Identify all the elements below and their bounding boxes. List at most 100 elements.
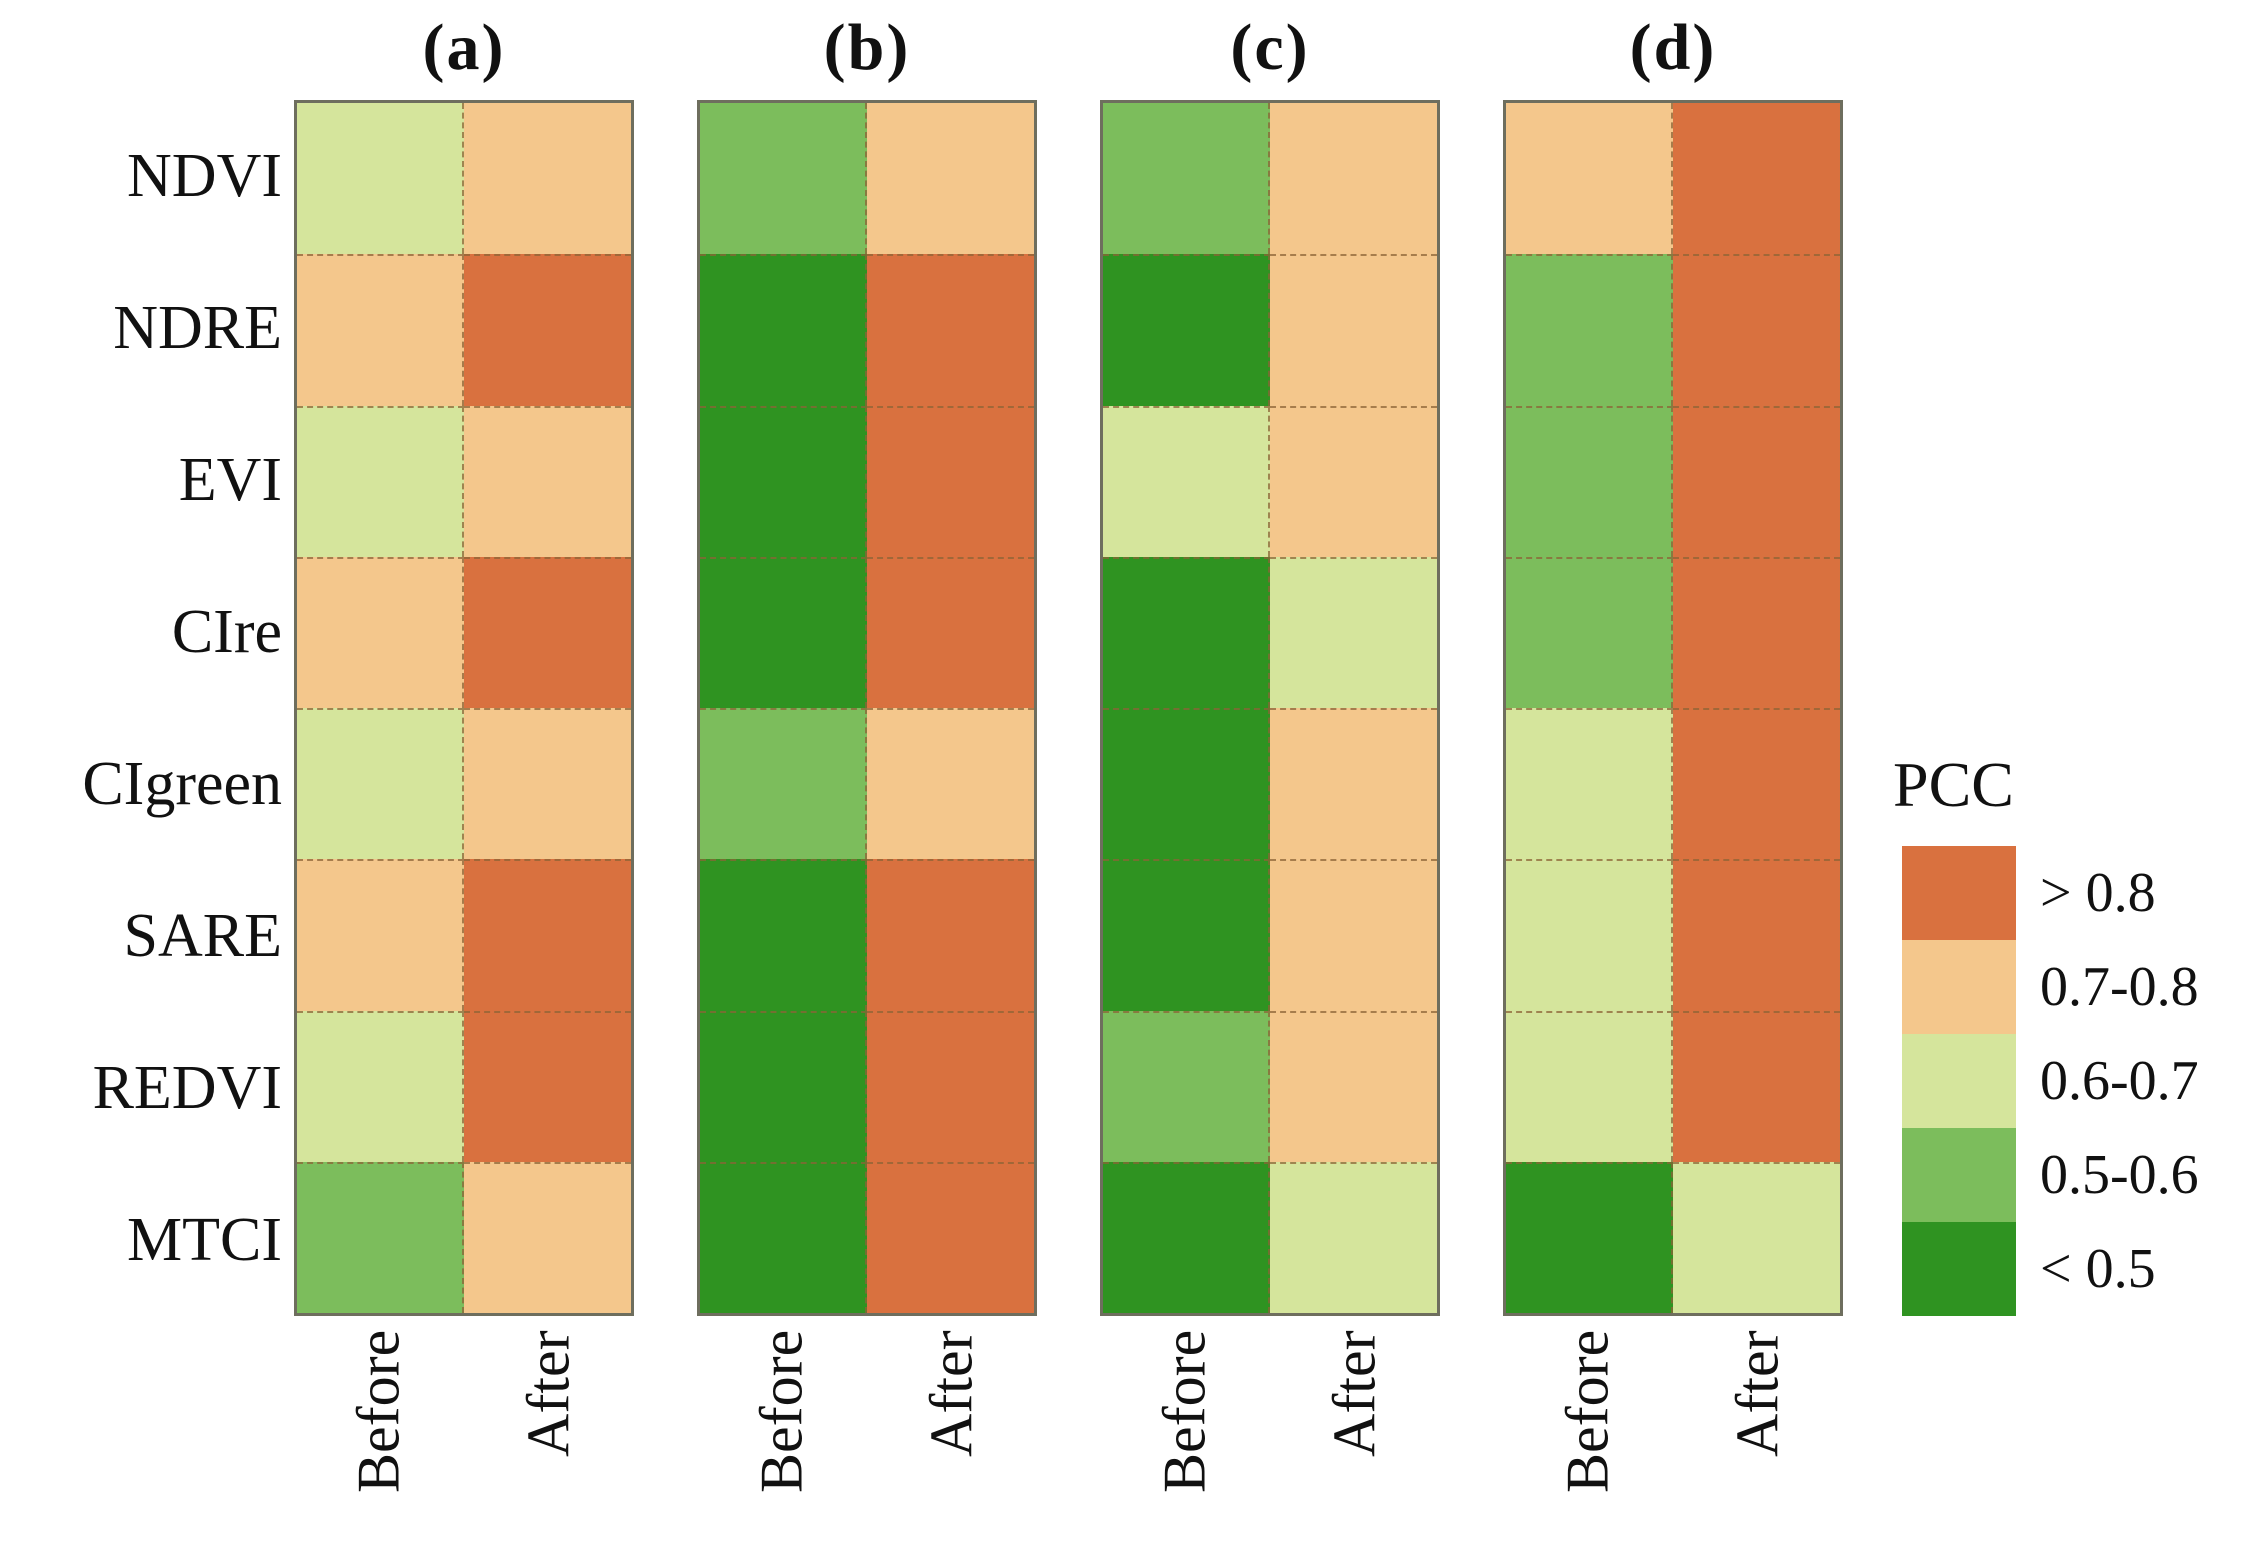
heatmap-cell <box>867 405 1034 557</box>
heatmap-panel-d <box>1503 100 1843 1316</box>
legend-colorbar <box>1902 846 2016 1316</box>
heatmap-cell <box>1506 1010 1673 1162</box>
heatmap-cell <box>1103 859 1270 1011</box>
heatmap-cell <box>1270 859 1437 1011</box>
legend-swatch <box>1902 940 2016 1034</box>
heatmap-cell <box>1270 1010 1437 1162</box>
legend-label: 0.7-0.8 <box>2040 956 2199 1018</box>
heatmap-cell <box>297 254 464 406</box>
heatmap-cell <box>464 103 631 255</box>
y-axis-label-cigreen: CIgreen <box>82 749 282 818</box>
heatmap-cell <box>700 103 867 255</box>
heatmap-cell <box>700 556 867 708</box>
y-axis-label-cire: CIre <box>171 597 282 666</box>
heatmap-cell <box>867 254 1034 406</box>
heatmap-cell <box>297 405 464 557</box>
heatmap-cell <box>867 859 1034 1011</box>
legend-label: 0.6-0.7 <box>2040 1050 2199 1112</box>
heatmap-cell <box>297 708 464 860</box>
heatmap-cell <box>297 859 464 1011</box>
heatmap-cell <box>464 1010 631 1162</box>
heatmap-cell <box>297 103 464 255</box>
panel-title: (a) <box>422 11 506 84</box>
heatmap-cell <box>1673 556 1840 708</box>
x-axis-label-after: After <box>1724 1330 1791 1457</box>
heatmap-cell <box>1103 556 1270 708</box>
x-axis-label-before: Before <box>748 1330 815 1494</box>
heatmap-cell <box>867 103 1034 255</box>
x-axis-label-after: After <box>515 1330 582 1457</box>
heatmap-cell <box>464 859 631 1011</box>
x-axis-label-before: Before <box>1151 1330 1218 1494</box>
heatmap-cell <box>297 1161 464 1313</box>
y-axis-label-ndvi: NDVI <box>127 141 282 210</box>
heatmap-cell <box>1270 103 1437 255</box>
heatmap-cell <box>1103 1161 1270 1313</box>
legend-labels: > 0.8 0.7-0.8 0.6-0.7 0.5-0.6 < 0.5 <box>2040 846 2244 1316</box>
heatmap-cell <box>1506 254 1673 406</box>
heatmap-cell <box>700 708 867 860</box>
heatmap-cell <box>867 1010 1034 1162</box>
x-axis-label-before: Before <box>345 1330 412 1494</box>
heatmap-cell <box>297 556 464 708</box>
heatmap-panel-c <box>1100 100 1440 1316</box>
heatmap-cell <box>1506 103 1673 255</box>
legend-swatch <box>1902 1034 2016 1128</box>
heatmap-cell <box>1673 103 1840 255</box>
heatmap-cell <box>1673 1010 1840 1162</box>
heatmap-cell <box>297 1010 464 1162</box>
heatmap-cell <box>1270 708 1437 860</box>
heatmap-cell <box>464 708 631 860</box>
legend-title: PCC <box>1893 749 2014 820</box>
heatmap-cell <box>1270 254 1437 406</box>
y-axis-label-sare: SARE <box>123 901 282 970</box>
legend-swatch <box>1902 1128 2016 1222</box>
heatmap-cell <box>1673 254 1840 406</box>
heatmap-cell <box>1103 1010 1270 1162</box>
heatmap-cell <box>867 556 1034 708</box>
legend-label: < 0.5 <box>2040 1238 2156 1300</box>
panel-title: (b) <box>823 11 911 84</box>
legend-swatch <box>1902 1222 2016 1316</box>
y-axis-label-mtci: MTCI <box>127 1205 282 1274</box>
heatmap-cell <box>464 1161 631 1313</box>
heatmap-cell <box>1673 1161 1840 1313</box>
heatmap-cell <box>700 254 867 406</box>
y-axis-label-evi: EVI <box>178 445 282 514</box>
heatmap-cell <box>700 1161 867 1313</box>
heatmap-cell <box>1506 708 1673 860</box>
heatmap-cell <box>464 556 631 708</box>
heatmap-cell <box>1270 556 1437 708</box>
heatmap-cell <box>1673 859 1840 1011</box>
heatmap-panel-b <box>697 100 1037 1316</box>
x-axis-label-after: After <box>1321 1330 1388 1457</box>
heatmap-cell <box>867 1161 1034 1313</box>
heatmap-cell <box>1103 254 1270 406</box>
heatmap-cell <box>1506 405 1673 557</box>
heatmap-cell <box>464 254 631 406</box>
heatmap-cell <box>1270 1161 1437 1313</box>
panel-title: (d) <box>1629 11 1717 84</box>
x-axis-label-before: Before <box>1554 1330 1621 1494</box>
heatmap-cell <box>464 405 631 557</box>
panel-title: (c) <box>1230 11 1310 84</box>
heatmap-cell <box>1506 556 1673 708</box>
heatmap-cell <box>700 405 867 557</box>
heatmap-cell <box>1103 103 1270 255</box>
y-axis-label-redvi: REDVI <box>92 1053 282 1122</box>
legend-label: 0.5-0.6 <box>2040 1144 2199 1206</box>
legend-label: > 0.8 <box>2040 862 2156 924</box>
y-axis-label-ndre: NDRE <box>113 293 282 362</box>
x-axis-label-after: After <box>918 1330 985 1457</box>
heatmap-cell <box>1506 859 1673 1011</box>
heatmap-cell <box>1270 405 1437 557</box>
heatmap-cell <box>1506 1161 1673 1313</box>
heatmap-cell <box>1673 405 1840 557</box>
heatmap-cell <box>1673 708 1840 860</box>
heatmap-cell <box>1103 405 1270 557</box>
heatmap-cell <box>1103 708 1270 860</box>
heatmap-cell <box>700 1010 867 1162</box>
heatmap-panel-a <box>294 100 634 1316</box>
legend-swatch <box>1902 846 2016 940</box>
